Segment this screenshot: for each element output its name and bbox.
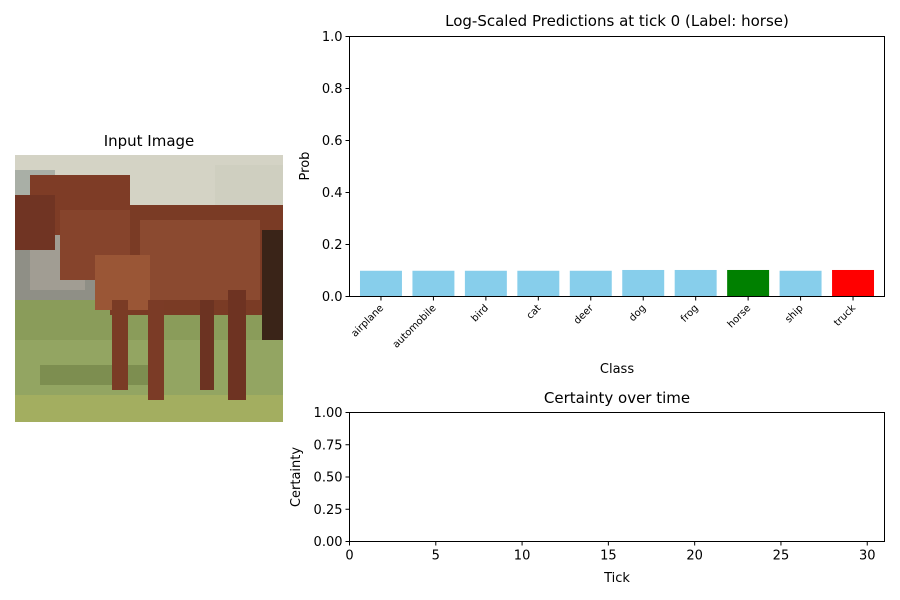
- line-ytick-label: 0.75: [314, 438, 343, 453]
- bar-chart-title: Log-Scaled Predictions at tick 0 (Label:…: [445, 12, 789, 30]
- bar-horse: [727, 269, 770, 297]
- bar-xtick-label: cat: [525, 303, 544, 322]
- bar-chart-xticks: airplane automobile bird cat deer dog frog hors…: [349, 296, 858, 351]
- line-xtick-label: 30: [859, 549, 876, 564]
- bar-airplane: [359, 270, 402, 297]
- line-xtick-label: 15: [600, 549, 617, 564]
- line-ytick-label: 0.00: [314, 535, 343, 550]
- bar-deer: [569, 270, 612, 297]
- line-xtick-label: 10: [514, 549, 531, 564]
- bar-xtick-label: horse: [726, 303, 754, 331]
- bar-xtick-label: dog: [627, 303, 648, 324]
- line-chart: Certainty over time Certainty Tick 0.000…: [289, 389, 885, 586]
- line-chart-yticks: 0.00 0.25 0.50 0.75 1.00: [314, 406, 350, 550]
- bar-ytick-label: 0.6: [322, 134, 343, 149]
- bar-xtick-label: airplane: [349, 303, 386, 340]
- bar-chart-frame: [349, 36, 885, 297]
- bar-chart-ylabel: Prob: [298, 152, 313, 181]
- bar-ytick-label: 0.4: [322, 186, 343, 201]
- line-xtick-label: 0: [345, 549, 353, 564]
- bar-xtick-label: deer: [572, 302, 597, 327]
- bar-automobile: [412, 270, 455, 297]
- bar-chart-bars: [359, 269, 875, 297]
- bar-chart-yticks: 0.0 0.2 0.4 0.6 0.8 1.0: [322, 30, 350, 305]
- bar-chart: Log-Scaled Predictions at tick 0 (Label:…: [298, 12, 885, 377]
- bar-ytick-label: 0.0: [322, 290, 343, 305]
- bar-ytick-label: 0.8: [322, 82, 343, 97]
- line-chart-xticks: 0 5 10 15 20 25 30: [345, 541, 876, 564]
- line-chart-frame: [349, 412, 885, 542]
- bar-ship: [779, 270, 822, 297]
- line-chart-xlabel: Tick: [603, 571, 630, 586]
- bar-xtick-label: bird: [469, 303, 491, 325]
- bar-xtick-label: ship: [783, 303, 805, 325]
- line-chart-title: Certainty over time: [544, 389, 690, 407]
- bar-xtick-label: automobile: [391, 303, 439, 351]
- bar-frog: [674, 269, 717, 297]
- bar-xtick-label: truck: [832, 303, 858, 329]
- horse-input-image: [15, 155, 283, 422]
- bar-ytick-label: 0.2: [322, 238, 343, 253]
- bar-truck: [832, 269, 875, 297]
- bar-ytick-label: 1.0: [322, 30, 343, 45]
- line-xtick-label: 20: [686, 549, 703, 564]
- line-ytick-label: 1.00: [314, 406, 343, 421]
- line-chart-ylabel: Certainty: [289, 447, 304, 507]
- image-panel-title: Input Image: [104, 132, 195, 150]
- line-ytick-label: 0.50: [314, 471, 343, 486]
- bar-chart-xlabel: Class: [600, 362, 634, 377]
- line-ytick-label: 0.25: [314, 503, 343, 518]
- line-xtick-label: 25: [773, 549, 790, 564]
- line-xtick-label: 5: [432, 549, 440, 564]
- bar-cat: [517, 270, 560, 297]
- bar-bird: [464, 270, 507, 297]
- bar-xtick-label: frog: [679, 303, 701, 325]
- bar-dog: [622, 269, 665, 297]
